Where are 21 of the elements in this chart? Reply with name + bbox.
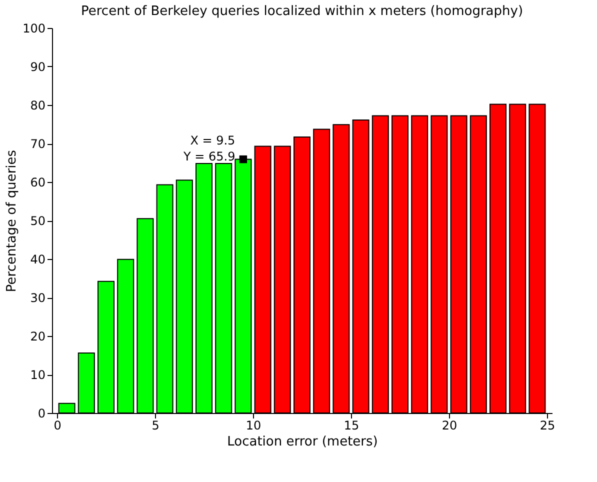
annotation: X = 9.5 Y = 65.9 <box>182 133 236 164</box>
x-tick-label: 20 <box>442 418 458 432</box>
x-tick-label: 25 <box>540 418 556 432</box>
y-tick-label: 40 <box>30 252 46 266</box>
x-tick-label: 0 <box>54 418 62 432</box>
y-tick-label: 0 <box>38 406 46 420</box>
y-axis-title: Percentage of queries <box>4 150 20 292</box>
y-tick-label: 80 <box>30 98 46 112</box>
y-tick-label: 50 <box>30 214 46 228</box>
x-tick-label: 10 <box>246 418 262 432</box>
y-tick-label: 30 <box>30 291 46 305</box>
y-tick-label: 10 <box>30 368 46 382</box>
y-tick-label: 20 <box>30 330 46 344</box>
chart-title: Percent of Berkeley queries localized within x meters (homography) <box>80 4 524 19</box>
y-tick-label: 60 <box>30 176 46 190</box>
x-axis-title: Location error (meters) <box>227 434 378 450</box>
y-tick-label: 90 <box>30 60 46 74</box>
x-tick-label: 15 <box>344 418 360 432</box>
x-tick-label: 5 <box>152 418 160 432</box>
y-tick-label: 70 <box>30 137 46 151</box>
y-tick-label: 100 <box>22 22 46 36</box>
